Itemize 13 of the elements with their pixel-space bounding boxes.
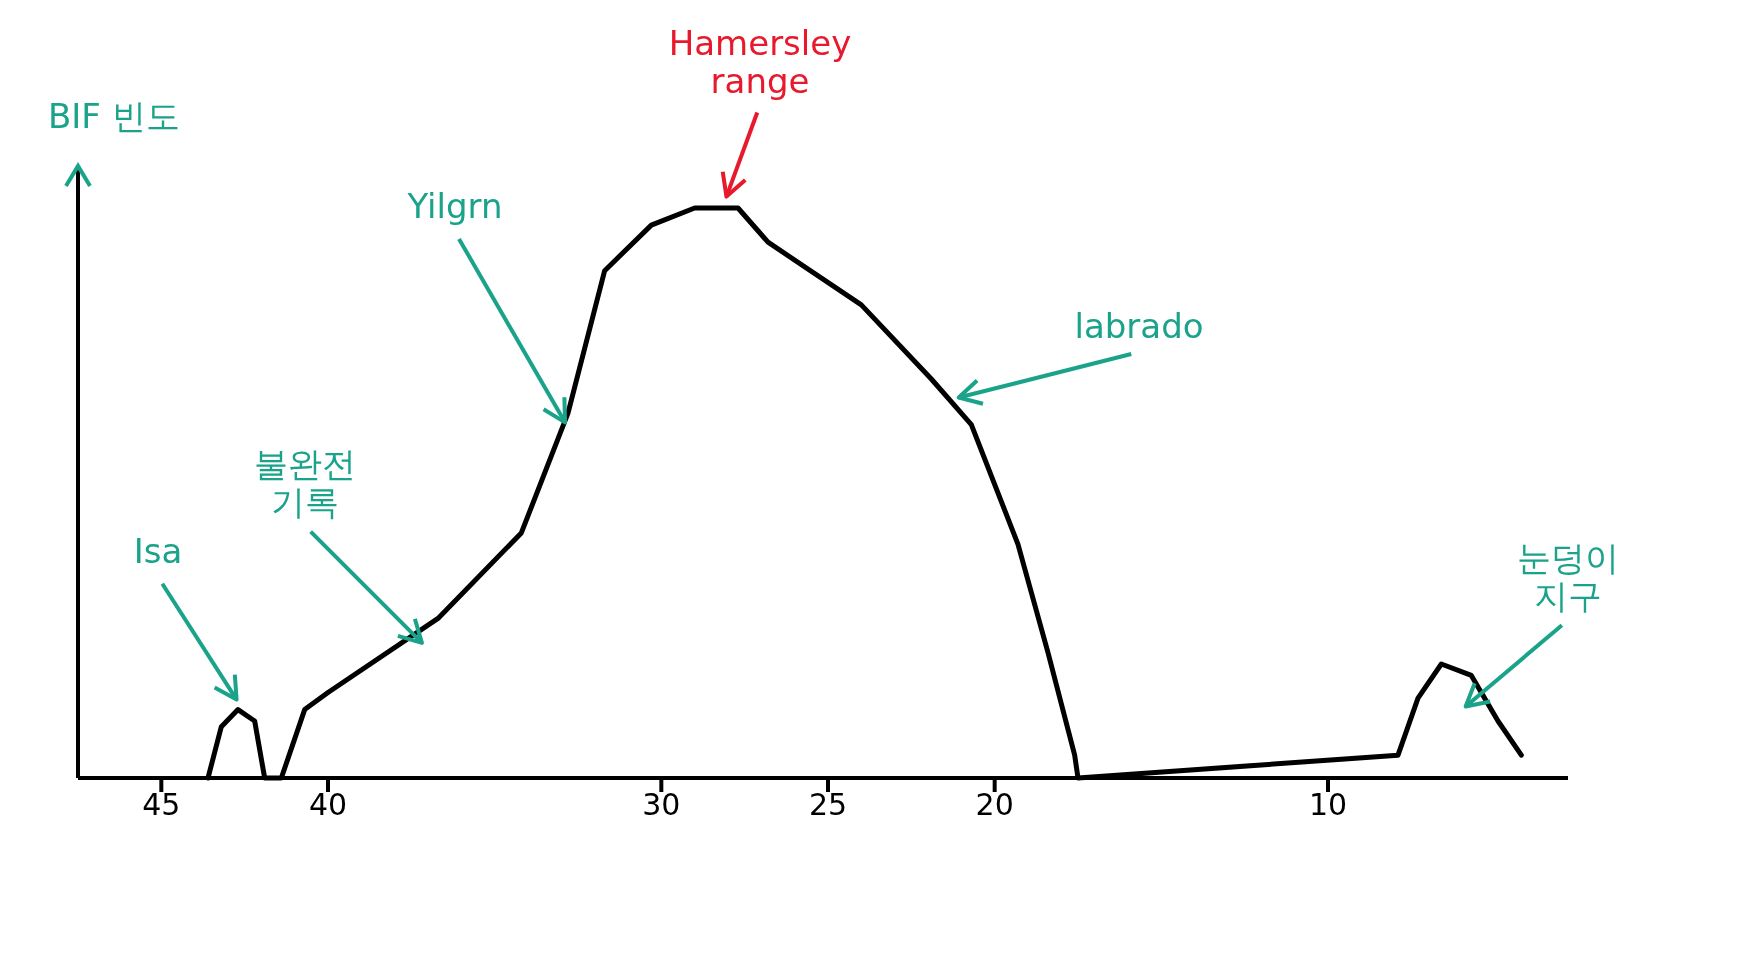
annotation: 눈덩이 지구	[1517, 538, 1619, 616]
x-tick-label: 20	[975, 787, 1014, 823]
annotation: Isa	[133, 531, 183, 571]
x-tick-label: 30	[642, 787, 681, 823]
annotation: 불완전 기록	[254, 444, 356, 522]
annotation: labrado	[1074, 306, 1204, 346]
x-tick-label: 10	[1308, 787, 1348, 823]
x-tick-label: 45	[142, 787, 181, 823]
text: Hamersley range	[668, 23, 852, 101]
y-axis-title: BIF 빈도	[48, 96, 180, 136]
x-tick-label: 40	[308, 787, 348, 823]
x-tick-label: 25	[808, 787, 848, 823]
annotation: Yilgrn	[406, 186, 503, 226]
